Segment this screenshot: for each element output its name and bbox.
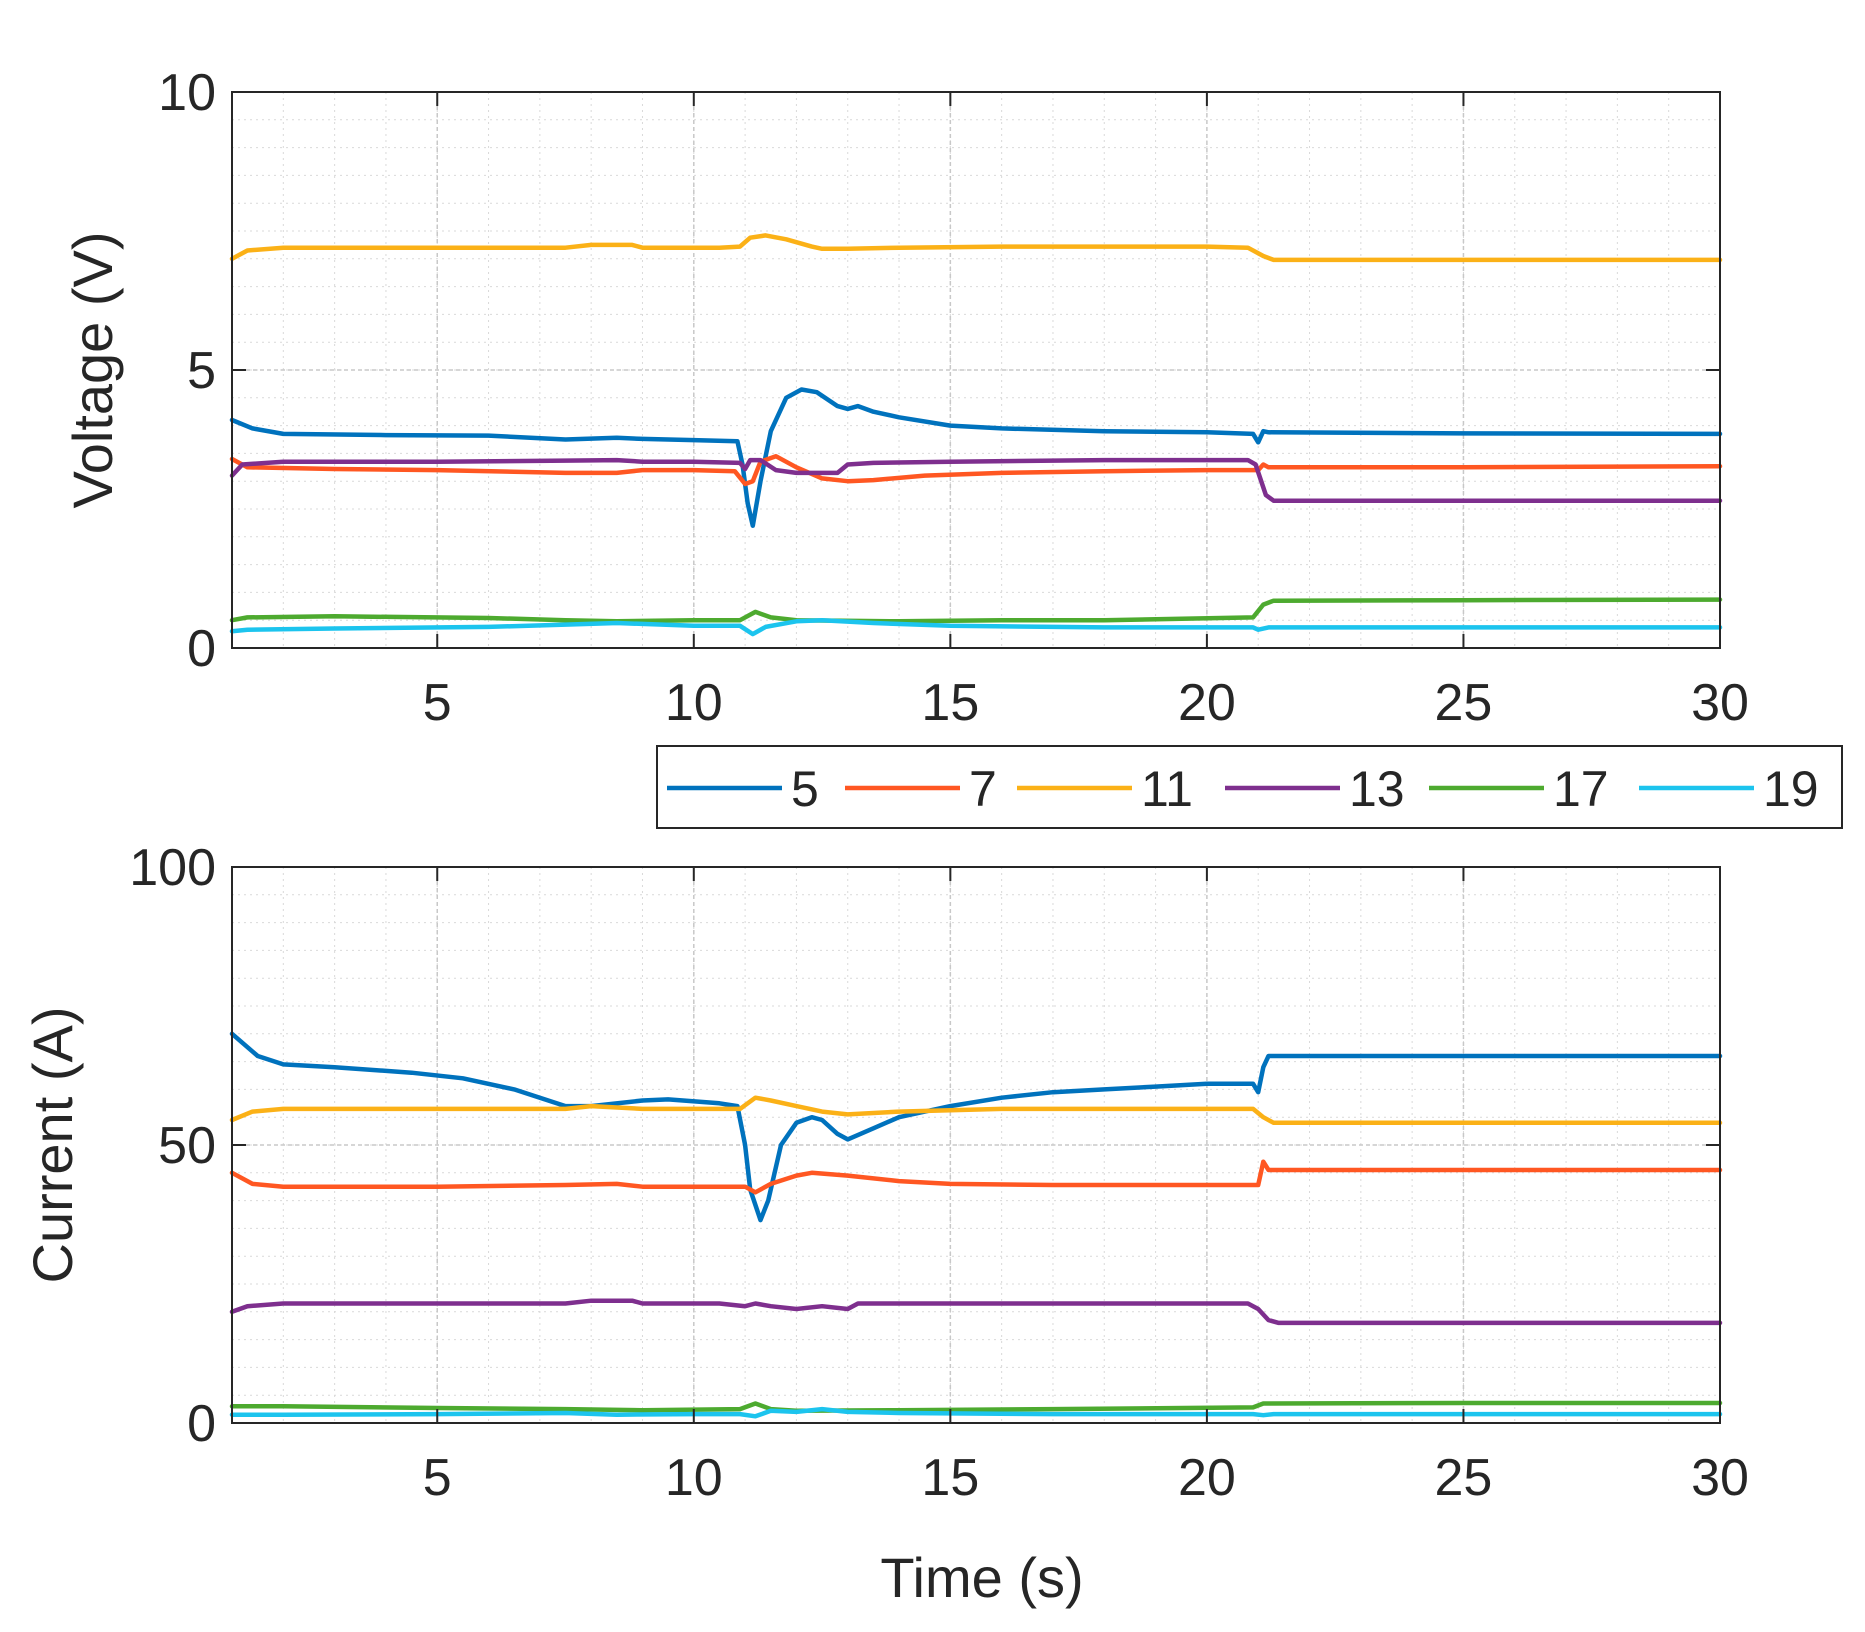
current-plot: 5 10 15 20 25 30 0 50 100 Current (A) Time (s) xyxy=(21,839,1749,1609)
legend-label-19: 19 xyxy=(1763,761,1819,817)
current-series-7 xyxy=(229,1159,1723,1195)
current-series-19 xyxy=(229,1406,1723,1419)
voltage-series-13 xyxy=(229,457,1723,503)
current-y-tick-label: 50 xyxy=(158,1117,216,1175)
legend-label-7: 7 xyxy=(969,761,997,817)
voltage-series-17 xyxy=(229,597,1723,624)
voltage-y-tick-label: 10 xyxy=(158,64,216,122)
current-series-lines xyxy=(229,1031,1723,1419)
current-x-tick-label: 10 xyxy=(665,1449,723,1507)
voltage-series-19 xyxy=(229,617,1723,637)
voltage-x-tick-label: 10 xyxy=(665,674,723,732)
current-y-tick-label: 0 xyxy=(187,1395,216,1453)
voltage-plot: 5 10 15 20 25 30 0 5 10 Voltage (V) xyxy=(61,64,1749,732)
voltage-x-tick-label: 20 xyxy=(1178,674,1236,732)
voltage-x-tick-label: 25 xyxy=(1435,674,1493,732)
voltage-x-tick-label: 15 xyxy=(921,674,979,732)
current-y-axis-label: Current (A) xyxy=(21,1007,84,1284)
voltage-series-lines xyxy=(229,233,1723,637)
legend-label-13: 13 xyxy=(1349,761,1405,817)
voltage-y-tick-label: 0 xyxy=(187,620,216,678)
voltage-x-tick-label: 5 xyxy=(423,674,452,732)
current-x-tick-label: 25 xyxy=(1435,1449,1493,1507)
legend-label-5: 5 xyxy=(791,761,819,817)
voltage-x-tick-label: 30 xyxy=(1691,674,1749,732)
current-series-5 xyxy=(229,1031,1723,1223)
current-x-tick-label: 15 xyxy=(921,1449,979,1507)
current-y-tick-label: 100 xyxy=(129,839,216,897)
x-axis-label: Time (s) xyxy=(880,1546,1083,1609)
current-series-13 xyxy=(229,1298,1723,1326)
current-x-tick-label: 20 xyxy=(1178,1449,1236,1507)
legend-label-17: 17 xyxy=(1553,761,1609,817)
current-x-tick-label: 30 xyxy=(1691,1449,1749,1507)
voltage-series-5 xyxy=(229,387,1723,528)
current-x-tick-label: 5 xyxy=(423,1449,452,1507)
voltage-series-11 xyxy=(229,233,1723,263)
legend: 5 7 11 13 17 19 xyxy=(656,745,1843,829)
current-series-11 xyxy=(229,1095,1723,1126)
legend-label-11: 11 xyxy=(1141,761,1193,817)
voltage-series-7 xyxy=(229,453,1723,487)
voltage-y-axis-label: Voltage (V) xyxy=(61,231,124,508)
current-ticks: 5 10 15 20 25 30 0 50 100 xyxy=(129,839,1749,1507)
voltage-ticks: 5 10 15 20 25 30 0 5 10 xyxy=(158,64,1749,732)
voltage-y-tick-label: 5 xyxy=(187,342,216,400)
